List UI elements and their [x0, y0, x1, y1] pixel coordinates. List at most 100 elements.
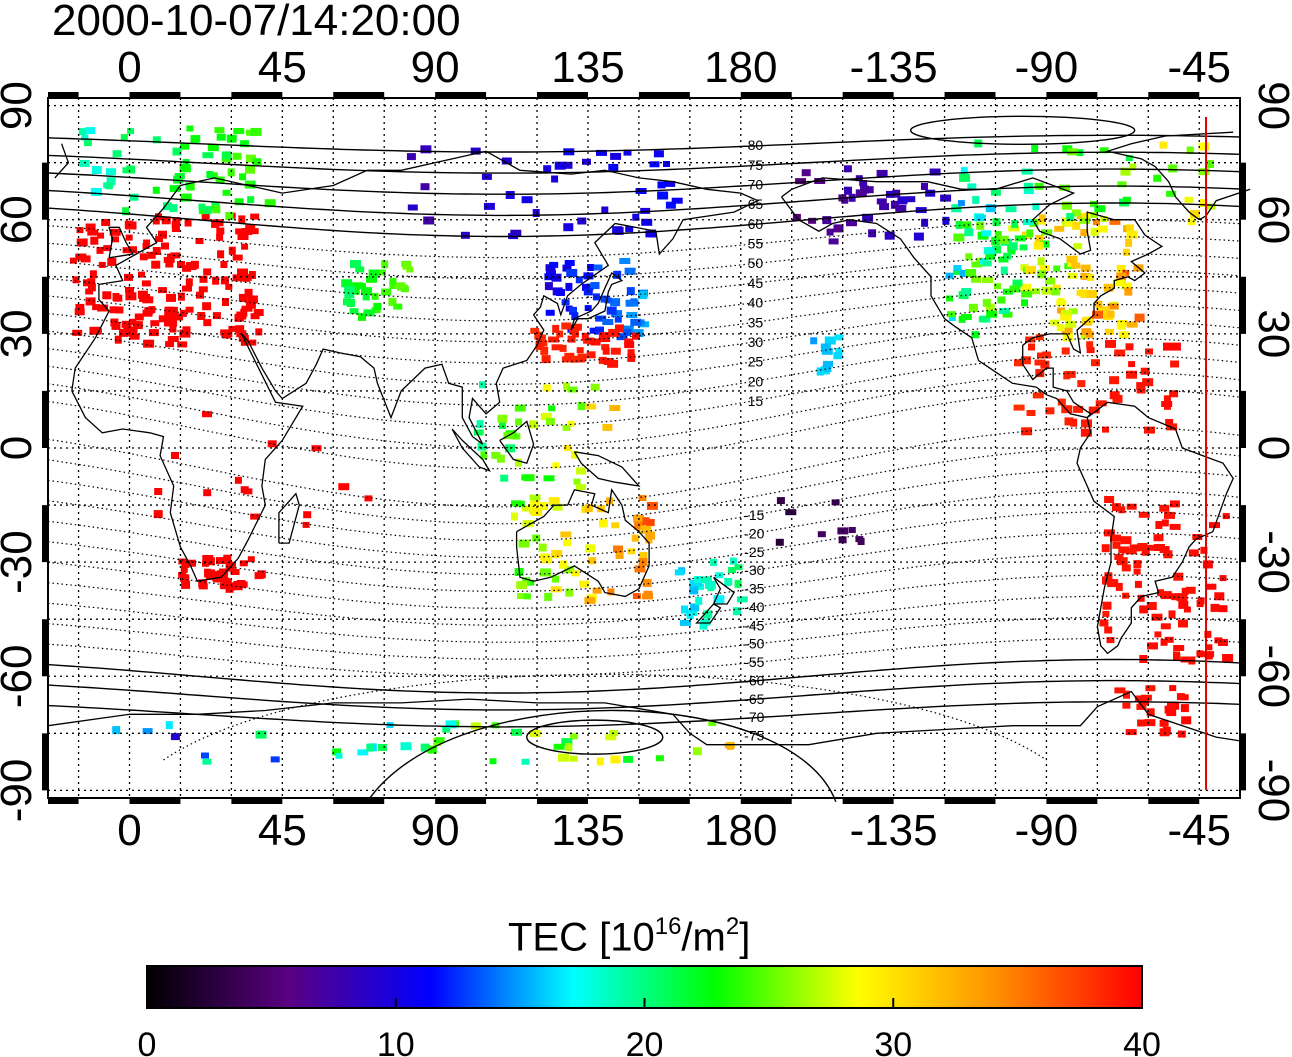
tec-cell [445, 720, 457, 729]
tec-cell [724, 578, 732, 586]
coastline [54, 131, 1251, 221]
x-tick-label-top: 45 [258, 43, 307, 92]
tec-cell [389, 281, 397, 289]
tec-cell [1009, 242, 1018, 251]
tec-cell [614, 314, 622, 323]
tec-cell [614, 226, 624, 235]
tec-cell [1169, 390, 1179, 398]
tec-cell [1028, 343, 1035, 351]
tec-cell [393, 303, 403, 310]
tec-cell [246, 154, 256, 163]
tec-cell [161, 242, 169, 250]
tec-cell [985, 303, 995, 311]
y-tick-label-left: 30 [0, 309, 41, 358]
contour-label: 35 [748, 314, 764, 330]
x-tick-label-bottom: 90 [411, 806, 460, 855]
tec-cell [496, 454, 505, 463]
x-tick-label-top: -45 [1167, 43, 1231, 92]
tec-cell [964, 228, 974, 237]
tec-cell [579, 580, 590, 588]
tec-cell [1077, 380, 1086, 388]
tec-cell [556, 289, 565, 296]
y-tick-label-right: 30 [1249, 309, 1292, 358]
tec-cell [180, 142, 190, 150]
tec-cell [1126, 230, 1138, 239]
x-tick-label-top: 135 [551, 43, 624, 92]
tec-cell [607, 588, 615, 596]
tec-cell [442, 726, 451, 733]
tec-cell [152, 247, 161, 255]
tec-cell [511, 500, 521, 507]
tec-cell [1147, 642, 1158, 650]
tec-cell [1104, 572, 1113, 579]
tec-cell [959, 173, 971, 182]
tec-cell [601, 206, 609, 214]
tec-cell [575, 484, 586, 491]
tec-cell [1053, 265, 1061, 272]
tec-cell [1181, 716, 1192, 725]
tec-cell [152, 186, 160, 194]
tec-cell [571, 312, 579, 321]
tec-cell [623, 149, 632, 156]
tec-cell [1082, 212, 1090, 221]
tec-cell [625, 299, 634, 307]
tec-cell [603, 358, 614, 365]
colorbar-title-end: ] [739, 915, 751, 960]
tec-cell [994, 283, 1001, 290]
tec-cell [630, 318, 642, 326]
tec-cell [96, 246, 104, 254]
tec-cell [1067, 272, 1078, 279]
tec-cell [172, 217, 181, 225]
tec-cell [606, 306, 617, 315]
tec-cell [695, 597, 703, 605]
tec-cell [1122, 592, 1130, 599]
tec-cell [197, 312, 206, 320]
tec-cell [1129, 163, 1137, 171]
tec-cell [1112, 279, 1123, 287]
tec-cell [1125, 155, 1133, 162]
tec-cell [199, 275, 208, 283]
tec-cell [366, 275, 378, 283]
tec-cell [559, 344, 567, 352]
tec-cell [1013, 404, 1025, 411]
tec-cell [1114, 349, 1126, 357]
tec-cell [921, 218, 929, 227]
tec-cell [470, 722, 481, 730]
tec-cell [545, 309, 555, 316]
tec-cell [552, 462, 560, 469]
tec-cell [1064, 417, 1074, 426]
tec-cell [729, 557, 737, 565]
magnetic-pole-loop-south-inner [526, 719, 664, 755]
tec-cell [610, 755, 621, 764]
tec-cell [610, 298, 621, 307]
tec-cell [1002, 311, 1013, 318]
tec-cell [734, 564, 743, 571]
tec-cell [642, 579, 652, 587]
tec-cell [311, 445, 322, 452]
tec-cell [270, 756, 280, 763]
tec-cell [960, 167, 968, 176]
tec-cell [1061, 347, 1070, 355]
tec-cell [1086, 341, 1094, 349]
tec-cell [627, 349, 635, 358]
tec-cell [657, 191, 669, 200]
contour-labels: 80 75 70 65 60 55 50 45 40 35 30 25 20 15 -15 -20 -25 -30… [744, 137, 764, 743]
tec-cell [402, 261, 412, 270]
tec-cell [236, 311, 247, 320]
tec-cell [201, 213, 210, 220]
tec-cell [105, 168, 116, 176]
tec-cell [216, 133, 226, 141]
tec-cell [967, 183, 977, 191]
tec-cell [1107, 303, 1119, 310]
tec-cell [679, 619, 691, 626]
tec-cell [1180, 656, 1189, 663]
tec-cell [1146, 602, 1157, 610]
contour-label: 70 [748, 177, 764, 193]
tec-cell [435, 737, 445, 744]
tec-cell [335, 752, 343, 759]
tec-cell [238, 293, 248, 302]
tec-cell [91, 166, 102, 174]
tec-cell [106, 177, 116, 186]
tec-cell [986, 310, 998, 318]
tec-cell [182, 285, 192, 292]
